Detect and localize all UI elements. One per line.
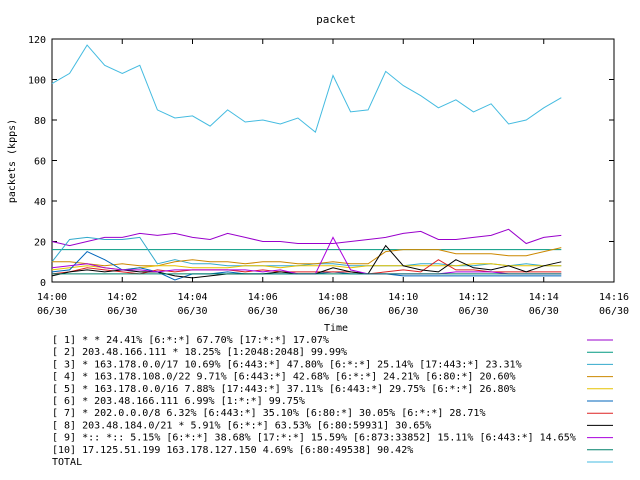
y-axis-label: packets (kpps) [7,119,18,203]
x-tick-time: 14:06 [248,292,278,303]
legend-entry-3: [ 3] * 163.178.0.0/17 10.69% [6:443:*] 4… [52,359,522,370]
x-tick-time: 14:14 [529,292,559,303]
x-tick-time: 14:02 [107,292,137,303]
x-tick-date: 06/30 [599,306,629,317]
series-line-11 [51,44,562,134]
x-tick-date: 06/30 [107,306,137,317]
x-tick-date: 06/30 [177,306,207,317]
x-tick-date: 06/30 [458,306,488,317]
legend: [ 1] * * 24.41% [6:*:*] 67.70% [17:*:*] … [52,335,613,468]
x-tick-date: 06/30 [248,306,278,317]
x-tick-date: 06/30 [529,306,559,317]
legend-entry-9: [ 9] *:: *:: 5.15% [6:*:*] 38.68% [17:*:… [52,433,576,444]
legend-entry-11: TOTAL [52,457,82,468]
y-tick-label: 40 [34,197,46,208]
legend-entry-8: [ 8] 203.48.184.0/21 * 5.91% [6:*:*] 63.… [52,420,431,431]
y-tick-label: 80 [34,116,46,127]
x-tick-time: 14:04 [177,292,207,303]
legend-entry-6: [ 6] * 203.48.166.111 6.99% [1:*:*] 99.7… [52,396,305,407]
x-tick-date: 06/30 [37,306,67,317]
legend-entry-5: [ 5] * 163.178.0.0/16 7.88% [17:443:*] 3… [52,384,516,395]
series-lines [51,44,562,281]
y-tick-label: 120 [28,35,46,46]
series-line-3 [51,236,562,267]
legend-entry-7: [ 7] * 202.0.0.0/8 6.32% [6:443:*] 35.10… [52,408,485,419]
legend-entry-10: [10] 17.125.51.199 163.178.127.150 4.69%… [52,445,413,456]
legend-entry-4: [ 4] * 163.178.108.0/22 9.71% [6:443:*] … [52,372,516,383]
x-axis-ticks: 14:00 06/30 14:02 06/30 14:04 06/30 14:06 06/30… [37,39,629,317]
x-tick-time: 14:00 [37,292,67,303]
series-line-4 [52,247,562,267]
x-axis-label: Time [324,323,348,334]
y-tick-label: 60 [34,157,46,168]
y-axis-ticks: 0 20 40 60 80 100 120 [28,35,614,289]
legend-entry-2: [ 2] 203.48.166.111 * 18.25% [1:2048:204… [52,347,347,358]
chart-title: packet [316,13,356,26]
x-tick-time: 14:10 [388,292,418,303]
series-line-9 [51,236,562,275]
series-line-1 [51,228,562,247]
y-tick-label: 100 [28,76,46,87]
y-tick-label: 0 [40,278,46,289]
x-tick-time: 14:08 [318,292,348,303]
x-tick-time: 14:12 [458,292,488,303]
x-tick-date: 06/30 [388,306,418,317]
x-tick-time: 14:16 [599,292,629,303]
legend-entry-1: [ 1] * * 24.41% [6:*:*] 67.70% [17:*:*] … [52,335,329,346]
y-tick-label: 20 [34,238,46,249]
x-tick-date: 06/30 [318,306,348,317]
